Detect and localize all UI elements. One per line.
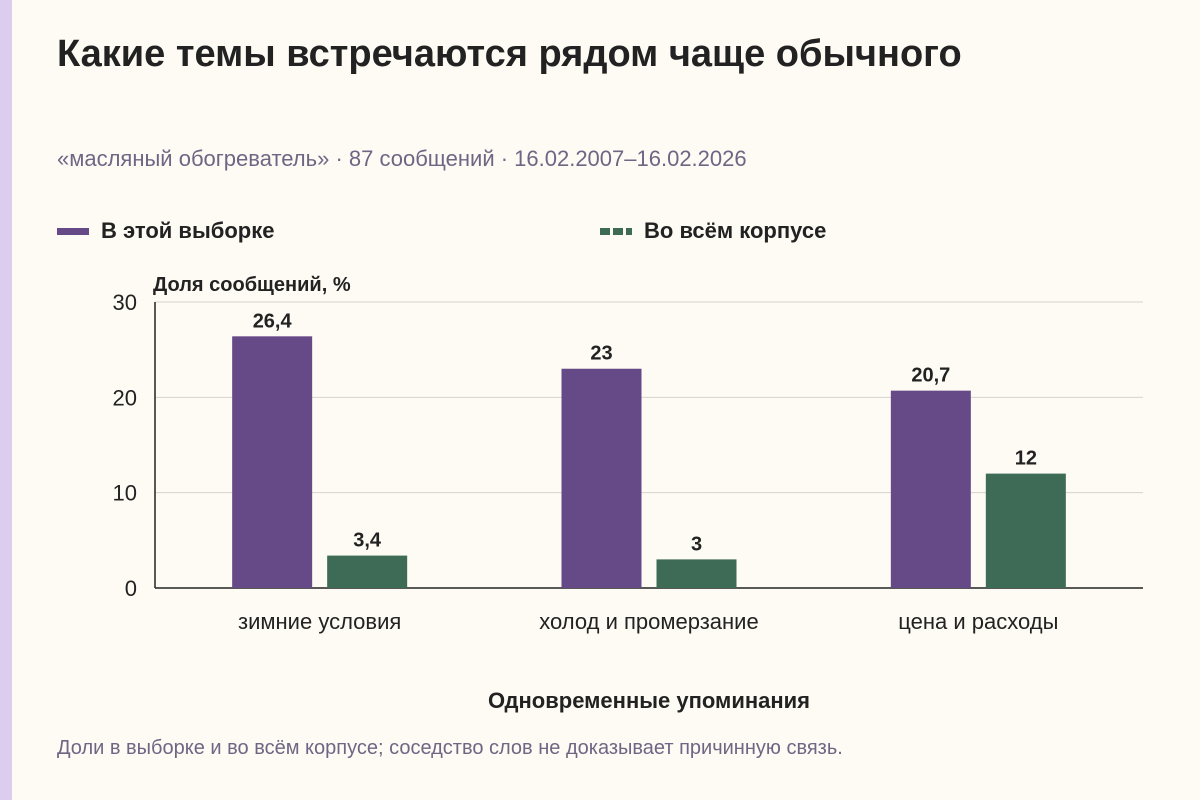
legend-item-corpus: Во всём корпусе — [600, 218, 826, 244]
x-axis-title: Одновременные упоминания — [488, 688, 810, 713]
bar — [985, 473, 1066, 588]
data-label: 12 — [1015, 448, 1037, 470]
x-tick-label: холод и промерзание — [539, 609, 758, 634]
bar — [232, 336, 313, 588]
data-label: 3,4 — [353, 530, 382, 552]
data-label: 23 — [590, 343, 612, 365]
bar — [890, 390, 971, 588]
y-tick-label: 0 — [125, 576, 137, 601]
legend-label-corpus: Во всём корпусе — [644, 218, 827, 243]
y-axis-title: Доля сообщений, % — [153, 274, 351, 296]
bar — [561, 368, 642, 588]
footnote: Доли в выборке и во всём корпусе; соседс… — [57, 737, 843, 759]
data-label: 26,4 — [253, 310, 293, 332]
x-tick-label: цена и расходы — [898, 609, 1058, 634]
data-label: 3 — [691, 533, 702, 555]
x-tick-label: зимние условия — [238, 609, 401, 634]
bar — [327, 555, 408, 588]
legend-item-sample: В этой выборке — [57, 218, 274, 244]
data-label: 20,7 — [911, 365, 950, 387]
accent-bar — [0, 0, 12, 800]
legend-swatch-sample — [57, 227, 89, 235]
legend-label-sample: В этой выборке — [101, 218, 275, 243]
chart-subtitle: «масляный обогреватель» · 87 сообщений ·… — [57, 146, 747, 171]
y-tick-label: 10 — [113, 481, 137, 506]
legend-swatch-corpus — [600, 227, 632, 235]
y-tick-label: 30 — [113, 290, 137, 315]
chart-title: Какие темы встречаются рядом чаще обычно… — [57, 33, 962, 75]
y-tick-label: 20 — [113, 385, 137, 410]
bar — [656, 559, 737, 588]
